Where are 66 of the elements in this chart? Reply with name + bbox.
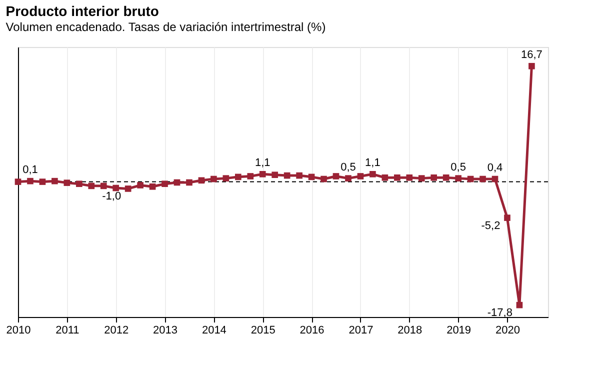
point: [272, 172, 278, 178]
point: [480, 176, 486, 182]
data-label: -1,0: [102, 190, 122, 203]
point: [406, 174, 413, 181]
point: [234, 174, 242, 180]
point: [430, 174, 438, 181]
point: [492, 176, 498, 182]
x-tick-label: 2020: [495, 324, 520, 336]
point: [186, 179, 192, 186]
point: [418, 175, 425, 182]
data-label: -5,2: [481, 220, 500, 232]
data-label: 1,1: [254, 157, 270, 170]
point: [284, 172, 290, 179]
point: [88, 182, 95, 190]
data-label: 16,7: [520, 49, 542, 62]
point: [39, 178, 46, 185]
point: [394, 174, 400, 181]
point: [528, 62, 535, 70]
x-tick-label: 2011: [56, 324, 80, 336]
x-tick-label: 2016: [300, 324, 324, 336]
point: [174, 179, 180, 186]
point: [357, 173, 364, 180]
data-label: 0,5: [340, 161, 356, 174]
point: [14, 178, 22, 185]
point: [259, 170, 266, 178]
point: [222, 175, 230, 182]
chart-title: Producto interior bruto: [6, 3, 159, 19]
point: [467, 176, 474, 182]
point: [442, 174, 450, 181]
data-label: 0,4: [487, 162, 503, 174]
x-tick-label: 2015: [250, 324, 276, 336]
point: [382, 174, 388, 181]
point: [52, 178, 58, 184]
point: [149, 183, 156, 190]
point: [76, 180, 82, 188]
x-tick-label: 2010: [6, 324, 31, 336]
point: [455, 175, 462, 182]
x-tick-label: 2013: [153, 324, 178, 336]
point: [112, 184, 120, 192]
x-tick-label: 2014: [202, 324, 226, 336]
point: [332, 173, 340, 180]
data-label: 0,1: [22, 164, 38, 176]
data-label: -17,8: [487, 307, 512, 320]
point: [64, 180, 70, 186]
x-tick-label: 2019: [446, 324, 472, 336]
point: [198, 177, 205, 184]
point: [137, 182, 144, 188]
point: [162, 180, 168, 188]
point: [124, 186, 132, 192]
point: [516, 302, 523, 308]
point: [247, 173, 254, 180]
point: [27, 178, 34, 184]
point: [370, 170, 376, 178]
point: [210, 176, 217, 182]
point: [100, 182, 107, 190]
point: [308, 174, 315, 180]
x-tick-label: 2018: [398, 324, 422, 336]
point: [296, 172, 302, 179]
point: [320, 176, 327, 182]
point: [504, 214, 510, 221]
x-tick-label: 2017: [348, 324, 374, 336]
data-label: 1,1: [365, 157, 380, 170]
data-label: 0,5: [450, 161, 466, 174]
point: [345, 175, 352, 182]
x-tick-label: 2012: [104, 324, 129, 336]
chart-subtitle: Volumen encadenado. Tasas de variación intertrimestral (%): [6, 20, 326, 34]
